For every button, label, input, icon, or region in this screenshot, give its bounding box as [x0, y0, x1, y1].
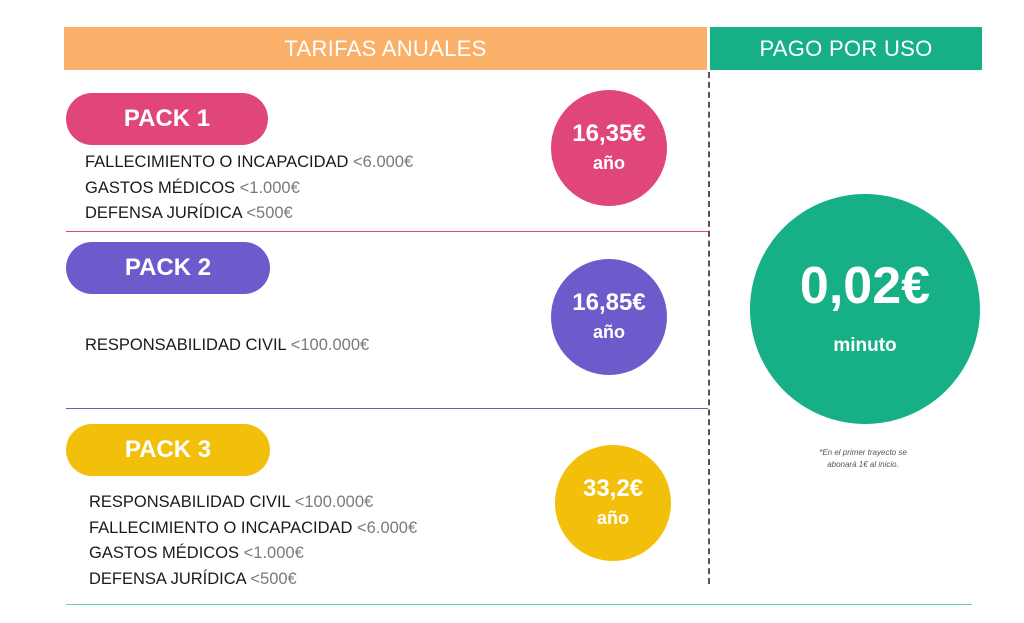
bottom-rule [66, 604, 972, 605]
feature-label: RESPONSABILIDAD CIVIL [85, 336, 287, 354]
usage-footnote: *En el primer trayecto se abonará 1€ al … [788, 447, 938, 471]
pack-2-price-circle: 16,85€ año [551, 259, 667, 375]
usage-unit: minuto [833, 335, 897, 356]
feature-row: DEFENSA JURÍDICA <500€ [89, 567, 417, 593]
feature-label: FALLECIMIENTO O INCAPACIDAD [89, 518, 353, 537]
pay-per-use-header: PAGO POR USO [710, 27, 982, 70]
feature-limit: <1.000€ [243, 544, 304, 562]
pack-3-features: RESPONSABILIDAD CIVIL <100.000€ FALLECIM… [89, 490, 417, 592]
feature-label: GASTOS MÉDICOS [85, 178, 236, 197]
feature-label: FALLECIMIENTO O INCAPACIDAD [85, 153, 349, 171]
footnote-line: *En el primer trayecto se [819, 448, 907, 457]
feature-limit: <500€ [246, 204, 293, 222]
feature-row: FALLECIMIENTO O INCAPACIDAD <6.000€ [85, 150, 413, 176]
feature-limit: <100.000€ [294, 493, 374, 511]
footnote-line: abonará 1€ al inicio. [827, 460, 899, 469]
pack-3-period: año [596, 508, 629, 528]
annual-rates-header: TARIFAS ANUALES [64, 27, 707, 70]
pack-2-price: 16,85€ [572, 289, 646, 316]
pack-3-price: 33,2€ [582, 475, 644, 502]
feature-row: GASTOS MÉDICOS <1.000€ [85, 176, 413, 202]
feature-limit: <6.000€ [357, 518, 418, 537]
pack-2-separator [66, 408, 708, 409]
pack-1-features: FALLECIMIENTO O INCAPACIDAD <6.000€ GAST… [85, 150, 413, 227]
pack-1-price: 16,35€ [572, 120, 646, 147]
pack-1-price-circle: 16,35€ año [551, 90, 667, 206]
pack-1-separator [66, 231, 708, 232]
feature-limit: <6.000€ [353, 153, 414, 171]
feature-label: DEFENSA JURÍDICA [85, 204, 242, 222]
feature-row: DEFENSA JURÍDICA <500€ [85, 201, 413, 227]
usage-price-circle: 0,02€ minuto [750, 194, 980, 424]
feature-label: GASTOS MÉDICOS [89, 544, 240, 562]
pack-3-pill: PACK 3 [66, 424, 270, 476]
pack-1-pill: PACK 1 [66, 93, 268, 145]
feature-limit: <500€ [250, 569, 297, 588]
feature-row: GASTOS MÉDICOS <1.000€ [89, 541, 417, 567]
feature-label: RESPONSABILIDAD CIVIL [89, 493, 291, 511]
column-divider [708, 72, 710, 584]
feature-limit: <100.000€ [290, 336, 370, 354]
pack-1-period: año [592, 153, 625, 173]
feature-limit: <1.000€ [239, 178, 300, 197]
feature-row: FALLECIMIENTO O INCAPACIDAD <6.000€ [89, 516, 417, 542]
feature-row: RESPONSABILIDAD CIVIL <100.000€ [89, 490, 417, 516]
usage-price: 0,02€ [799, 257, 931, 315]
pack-3-price-circle: 33,2€ año [555, 445, 671, 561]
pack-2-features: RESPONSABILIDAD CIVIL <100.000€ [85, 333, 369, 359]
pack-2-pill: PACK 2 [66, 242, 270, 294]
feature-label: DEFENSA JURÍDICA [89, 569, 246, 588]
pack-2-period: año [592, 322, 625, 342]
feature-row: RESPONSABILIDAD CIVIL <100.000€ [85, 333, 369, 359]
